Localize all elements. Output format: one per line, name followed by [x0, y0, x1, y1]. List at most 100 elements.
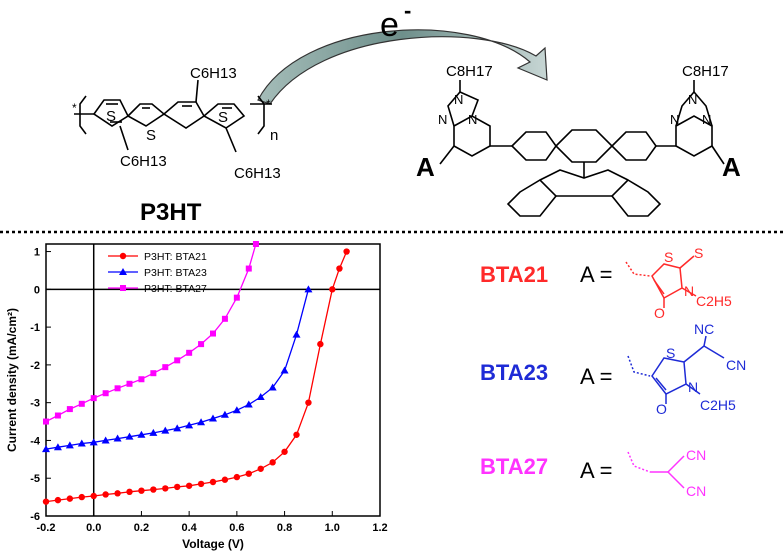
bta23-ring-sulfur: S [666, 345, 675, 361]
data-point [210, 330, 216, 337]
acceptor-name-bta23: BTA23 [480, 360, 548, 385]
p3ht-alkyl-3: C6H13 [234, 165, 281, 182]
bta23-oxygen: O [656, 401, 667, 417]
data-point [150, 370, 157, 377]
p3ht-atoms: S S S * * n C6H13 C6H13 C6H13 [72, 65, 281, 182]
end-group-label-left: A [416, 152, 435, 182]
bta21-nitrogen: N [684, 283, 694, 299]
data-point [209, 414, 217, 422]
x-tick-label: 0.2 [134, 522, 149, 534]
acceptor-eq-bta21: A = [580, 262, 612, 287]
legend-marker [120, 285, 126, 291]
end-group-bta23-atoms: S N O NC CN C2H5 [656, 321, 746, 417]
data-point [53, 443, 62, 451]
data-point [101, 436, 110, 444]
core-alkyl-right: C8H17 [682, 63, 729, 80]
data-point [292, 330, 301, 338]
data-point [220, 410, 229, 418]
data-point [42, 498, 50, 505]
data-point [66, 495, 74, 502]
y-tick-label: 0 [34, 284, 40, 296]
bta21-oxygen: O [654, 305, 665, 321]
data-point [89, 438, 98, 446]
data-point [186, 349, 193, 356]
legend-entry: P3HT: BTA21 [144, 251, 207, 263]
data-point [343, 248, 350, 255]
legend-marker [119, 252, 127, 260]
data-point [174, 357, 181, 364]
acceptor-core-atoms: C8H17 C8H17 N N N N N N [438, 63, 729, 127]
data-point [197, 418, 206, 426]
core-n-left-3: N [468, 112, 477, 127]
data-point [102, 491, 109, 498]
p3ht-end-star-left: * [72, 101, 77, 115]
data-point [162, 364, 169, 371]
data-point [269, 459, 276, 466]
data-point [245, 470, 252, 477]
bta27-cyano-2: CN [686, 483, 706, 499]
p3ht-sulfur-1: S [106, 108, 116, 125]
end-group-label-right: A [722, 152, 741, 182]
data-point [78, 400, 85, 407]
bta21-ring-sulfur: S [664, 249, 673, 265]
data-point [256, 393, 265, 400]
data-point [336, 265, 343, 272]
bta23-cyano-1: NC [694, 321, 714, 337]
data-point [233, 294, 240, 301]
x-tick-label: 0.0 [86, 522, 101, 534]
data-point [185, 482, 193, 489]
data-point [149, 428, 158, 436]
core-n-left-2: N [438, 112, 447, 127]
data-point [65, 441, 74, 449]
data-point [114, 385, 121, 392]
end-group-bta27 [627, 451, 685, 489]
data-point [161, 426, 170, 434]
y-tick-label: -3 [30, 398, 40, 410]
data-point [125, 432, 134, 440]
end-group-bta23 [627, 335, 725, 404]
x-tick-label: 1.2 [372, 522, 387, 534]
data-point [102, 390, 109, 397]
data-point [42, 445, 50, 453]
core-n-left-1: N [454, 92, 463, 107]
data-point [114, 490, 121, 497]
data-point [280, 366, 289, 374]
data-point [221, 315, 228, 322]
legend-entry: P3HT: BTA27 [144, 283, 207, 295]
x-tick-label: 0.6 [229, 522, 244, 534]
p3ht-sulfur-2: S [146, 127, 156, 144]
p3ht-alkyl-1: C6H13 [120, 153, 167, 170]
y-tick-label: -4 [30, 435, 41, 447]
plot-frame [45, 243, 381, 517]
data-point [173, 424, 182, 432]
data-point [244, 400, 253, 408]
data-point [329, 286, 336, 293]
y-tick-label: 1 [34, 247, 40, 259]
end-group-bta27-atoms: CN CN [686, 447, 706, 499]
data-point [233, 473, 241, 481]
p3ht-end-star-right: * [266, 97, 271, 111]
data-point [209, 478, 217, 486]
p3ht-repeat-n: n [270, 127, 278, 144]
data-point [281, 448, 288, 455]
data-point [90, 492, 97, 500]
donor-name: P3HT [140, 199, 202, 226]
data-point [198, 341, 205, 348]
x-tick-label: 0.4 [181, 522, 197, 534]
data-point [54, 412, 61, 419]
acceptor-eq-bta23: A = [580, 364, 612, 389]
data-point [252, 241, 259, 247]
data-point [113, 434, 122, 442]
p3ht-sulfur-3: S [218, 109, 228, 126]
electron-label: e [380, 6, 399, 44]
bta23-substituent: C2H5 [700, 397, 736, 413]
x-tick-label: -0.2 [37, 522, 56, 534]
legend-marker [119, 268, 127, 275]
y-axis-title: Current density (mA/cm²) [5, 308, 19, 452]
data-point [126, 380, 133, 387]
data-point [162, 485, 169, 492]
data-point [90, 395, 97, 402]
bta23-nitrogen: N [688, 379, 698, 395]
data-point [185, 421, 194, 429]
